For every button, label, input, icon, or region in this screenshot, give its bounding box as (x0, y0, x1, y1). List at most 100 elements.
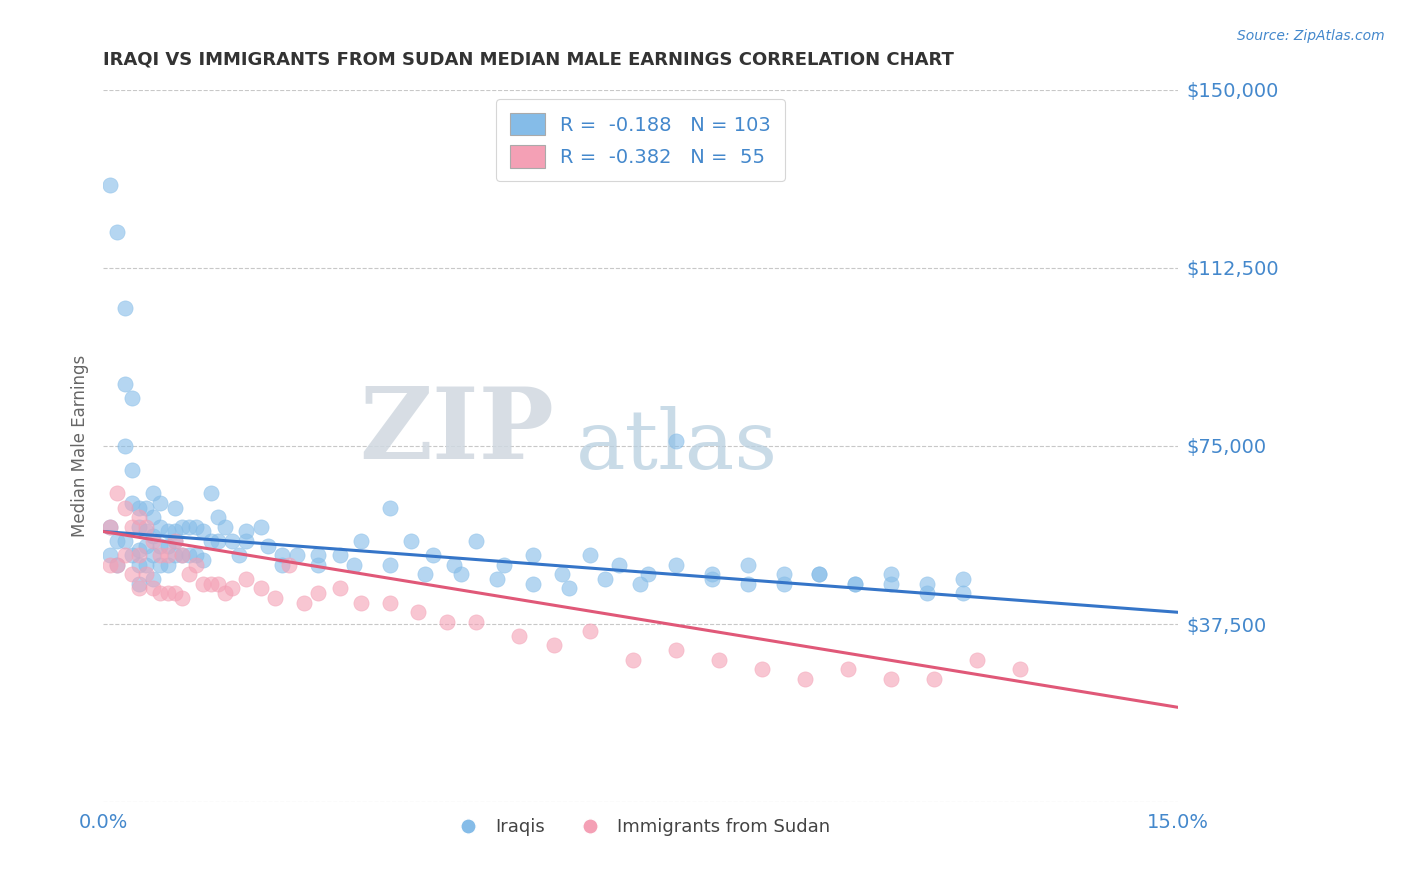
Point (107, 225, 129, 239)
Point (193, 553, 215, 567)
Point (494, 558, 516, 572)
Point (557, 582, 579, 596)
Point (163, 500, 186, 515)
Point (128, 543, 150, 558)
Point (880, 567, 903, 582)
Point (837, 662, 859, 676)
Point (107, 558, 129, 572)
Text: IRAQI VS IMMIGRANTS FROM SUDAN MEDIAN MALE EARNINGS CORRELATION CHART: IRAQI VS IMMIGRANTS FROM SUDAN MEDIAN MA… (103, 51, 955, 69)
Point (665, 434, 688, 449)
Point (107, 533, 129, 548)
Point (200, 486, 222, 500)
Point (128, 520, 150, 534)
Point (170, 548, 193, 562)
Point (271, 548, 294, 562)
Point (328, 548, 350, 562)
Point (772, 567, 794, 582)
Point (464, 533, 486, 548)
Point (142, 572, 165, 586)
Point (135, 500, 157, 515)
Point (163, 586, 186, 600)
Text: ZIP: ZIP (360, 384, 554, 480)
Point (700, 572, 723, 586)
Legend: Iraqis, Immigrants from Sudan: Iraqis, Immigrants from Sudan (443, 811, 838, 843)
Point (436, 615, 458, 629)
Point (142, 533, 165, 548)
Point (637, 567, 659, 582)
Point (128, 510, 150, 524)
Point (228, 548, 250, 562)
Point (98, 558, 121, 572)
Point (98, 548, 121, 562)
Point (350, 596, 373, 610)
Point (128, 500, 150, 515)
Point (307, 586, 329, 600)
Point (98, 178, 121, 192)
Point (186, 548, 208, 562)
Point (142, 529, 165, 543)
Point (264, 591, 287, 605)
Point (149, 539, 172, 553)
Point (135, 524, 157, 539)
Point (880, 576, 903, 591)
Point (257, 539, 280, 553)
Point (285, 548, 308, 562)
Point (408, 605, 430, 619)
Point (177, 567, 200, 582)
Point (128, 558, 150, 572)
Point (177, 548, 200, 562)
Point (952, 572, 974, 586)
Point (114, 301, 136, 316)
Point (163, 533, 186, 548)
Point (128, 582, 150, 596)
Point (121, 392, 143, 406)
Point (156, 524, 179, 539)
Point (880, 672, 903, 686)
Point (107, 486, 129, 500)
Point (149, 520, 172, 534)
Point (107, 558, 129, 572)
Point (450, 567, 472, 582)
Point (163, 548, 186, 562)
Point (844, 576, 866, 591)
Point (607, 558, 630, 572)
Point (135, 558, 157, 572)
Point (207, 576, 229, 591)
Point (378, 500, 401, 515)
Point (422, 548, 444, 562)
Point (808, 567, 831, 582)
Point (1008, 662, 1031, 676)
Point (142, 548, 165, 562)
Text: atlas: atlas (576, 406, 778, 486)
Point (292, 596, 315, 610)
Point (952, 586, 974, 600)
Text: Source: ZipAtlas.com: Source: ZipAtlas.com (1237, 29, 1385, 43)
Point (350, 533, 373, 548)
Point (163, 533, 186, 548)
Point (550, 567, 572, 582)
Point (278, 558, 301, 572)
Point (135, 539, 157, 553)
Point (170, 548, 193, 562)
Point (593, 572, 616, 586)
Point (121, 496, 143, 510)
Point (149, 558, 172, 572)
Point (156, 558, 179, 572)
Point (621, 653, 644, 667)
Point (328, 582, 350, 596)
Point (628, 576, 651, 591)
Point (214, 586, 236, 600)
Point (98, 520, 121, 534)
Point (114, 500, 136, 515)
Point (922, 672, 945, 686)
Point (915, 586, 938, 600)
Point (915, 576, 938, 591)
Point (415, 567, 437, 582)
Point (114, 377, 136, 392)
Point (149, 496, 172, 510)
Point (399, 533, 422, 548)
Point (235, 572, 257, 586)
Point (737, 558, 759, 572)
Point (149, 586, 172, 600)
Point (128, 548, 150, 562)
